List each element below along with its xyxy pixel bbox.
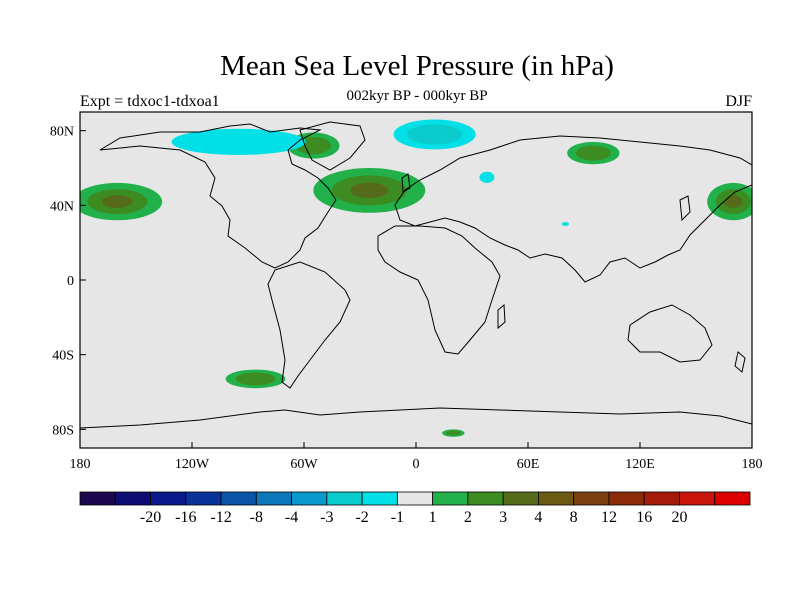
anomaly-contour bbox=[479, 171, 495, 183]
lat-tick-label: 80S bbox=[52, 423, 74, 438]
colorbar-label: -12 bbox=[210, 509, 231, 526]
lon-tick-label: 60W bbox=[290, 457, 318, 472]
colorbar-swatch bbox=[220, 491, 257, 506]
colorbar-swatch bbox=[467, 491, 504, 506]
colorbar-label: 3 bbox=[499, 509, 507, 526]
colorbar-label: -3 bbox=[320, 509, 333, 526]
coast-antarctica bbox=[80, 407, 752, 429]
anomaly-antarctic-positive bbox=[442, 429, 465, 437]
anomaly-arctic-canada-negative bbox=[171, 128, 306, 155]
colorbar-swatch bbox=[502, 491, 539, 506]
colorbar-swatch bbox=[255, 491, 292, 506]
colorbar-swatch bbox=[396, 491, 434, 506]
coast-eurasia bbox=[394, 135, 752, 283]
anomaly-contour bbox=[445, 430, 461, 436]
anomaly-contour bbox=[561, 222, 570, 226]
lon-tick-label: 120W bbox=[175, 457, 210, 472]
anomaly-caspian-negative bbox=[479, 171, 495, 183]
coast-south-america bbox=[267, 261, 351, 389]
colorbar-label: -16 bbox=[175, 509, 196, 526]
anomaly-contour bbox=[575, 145, 611, 161]
lon-tick-label: 120E bbox=[625, 457, 655, 472]
colorbar-swatch bbox=[291, 491, 328, 506]
lon-tick-label: 0 bbox=[413, 457, 420, 472]
coast-australia bbox=[627, 304, 713, 363]
colorbar-swatch bbox=[326, 491, 363, 506]
lat-tick-label: 40S bbox=[52, 349, 74, 364]
colorbar-label: 12 bbox=[601, 509, 617, 526]
coast-new-zealand bbox=[734, 351, 746, 373]
lat-tick-label: 80N bbox=[50, 125, 74, 140]
colorbar-label: 8 bbox=[570, 509, 578, 526]
anomaly-north-pacific-positive bbox=[80, 182, 163, 221]
anomaly-contour bbox=[350, 182, 389, 199]
colorbar-label: -20 bbox=[140, 509, 161, 526]
colorbar-swatch bbox=[714, 491, 751, 506]
coast-greenland bbox=[299, 121, 366, 171]
anomaly-south-pacific-positive bbox=[225, 369, 286, 389]
colorbar-label: 4 bbox=[534, 509, 542, 526]
anomaly-contour bbox=[724, 195, 743, 208]
period-label: 002kyr BP - 000kyr BP bbox=[346, 88, 488, 104]
axis-ticks: 180 120W 60W 0 60E 120E 180 80N 40N 0 40S 80S bbox=[50, 125, 763, 472]
colorbar-swatch bbox=[114, 491, 151, 506]
season-label: DJF bbox=[725, 93, 752, 110]
anomaly-north-pacific-positive-east bbox=[707, 182, 752, 221]
colorbar-swatch bbox=[150, 491, 187, 506]
colorbar-label: 1 bbox=[429, 509, 437, 526]
colorbar-label: 16 bbox=[636, 509, 652, 526]
lat-tick-label: 40N bbox=[50, 199, 74, 214]
colorbar-label: 20 bbox=[671, 509, 687, 526]
colorbar-label: -1 bbox=[391, 509, 404, 526]
coast-japan bbox=[679, 195, 691, 222]
colorbar-swatch bbox=[79, 491, 116, 506]
colorbar-swatch bbox=[432, 491, 469, 506]
anomaly-contour bbox=[171, 128, 306, 155]
colorbar-swatch bbox=[643, 491, 680, 506]
anomaly-layer bbox=[80, 119, 752, 437]
anomaly-siberia-positive bbox=[567, 141, 620, 165]
lat-tick-label: 0 bbox=[67, 274, 74, 289]
lon-tick-label: 180 bbox=[70, 457, 91, 472]
anomaly-contour bbox=[102, 195, 133, 208]
colorbar: -20 -16 -12 -8 -4 -3 -2 -1 1 2 3 4 8 12 16 20 bbox=[79, 491, 751, 526]
anomaly-contour bbox=[407, 124, 463, 145]
coast-north-america bbox=[99, 123, 337, 269]
colorbar-label: -2 bbox=[355, 509, 368, 526]
lon-tick-label: 180 bbox=[742, 457, 763, 472]
colorbar-swatch bbox=[538, 491, 575, 506]
colorbar-label: 2 bbox=[464, 509, 472, 526]
colorbar-label: -4 bbox=[285, 509, 298, 526]
colorbar-swatch bbox=[361, 491, 398, 506]
colorbar-swatch bbox=[679, 491, 716, 506]
coast-madagascar bbox=[497, 303, 506, 330]
map-background bbox=[80, 112, 752, 448]
chart-title: Mean Sea Level Pressure (in hPa) bbox=[220, 50, 614, 82]
lon-tick-label: 60E bbox=[517, 457, 540, 472]
anomaly-barents-negative bbox=[393, 119, 476, 150]
coastlines bbox=[80, 121, 752, 429]
anomaly-india-negative bbox=[561, 222, 570, 226]
colorbar-swatch bbox=[608, 491, 645, 506]
experiment-label: Expt = tdxoc1-tdxoa1 bbox=[80, 93, 220, 110]
colorbar-swatch bbox=[573, 491, 610, 506]
coast-british-isles bbox=[401, 173, 411, 193]
anomaly-contour bbox=[235, 372, 276, 386]
coast-africa bbox=[377, 225, 501, 355]
colorbar-swatch bbox=[185, 491, 222, 506]
colorbar-label: -8 bbox=[250, 509, 263, 526]
